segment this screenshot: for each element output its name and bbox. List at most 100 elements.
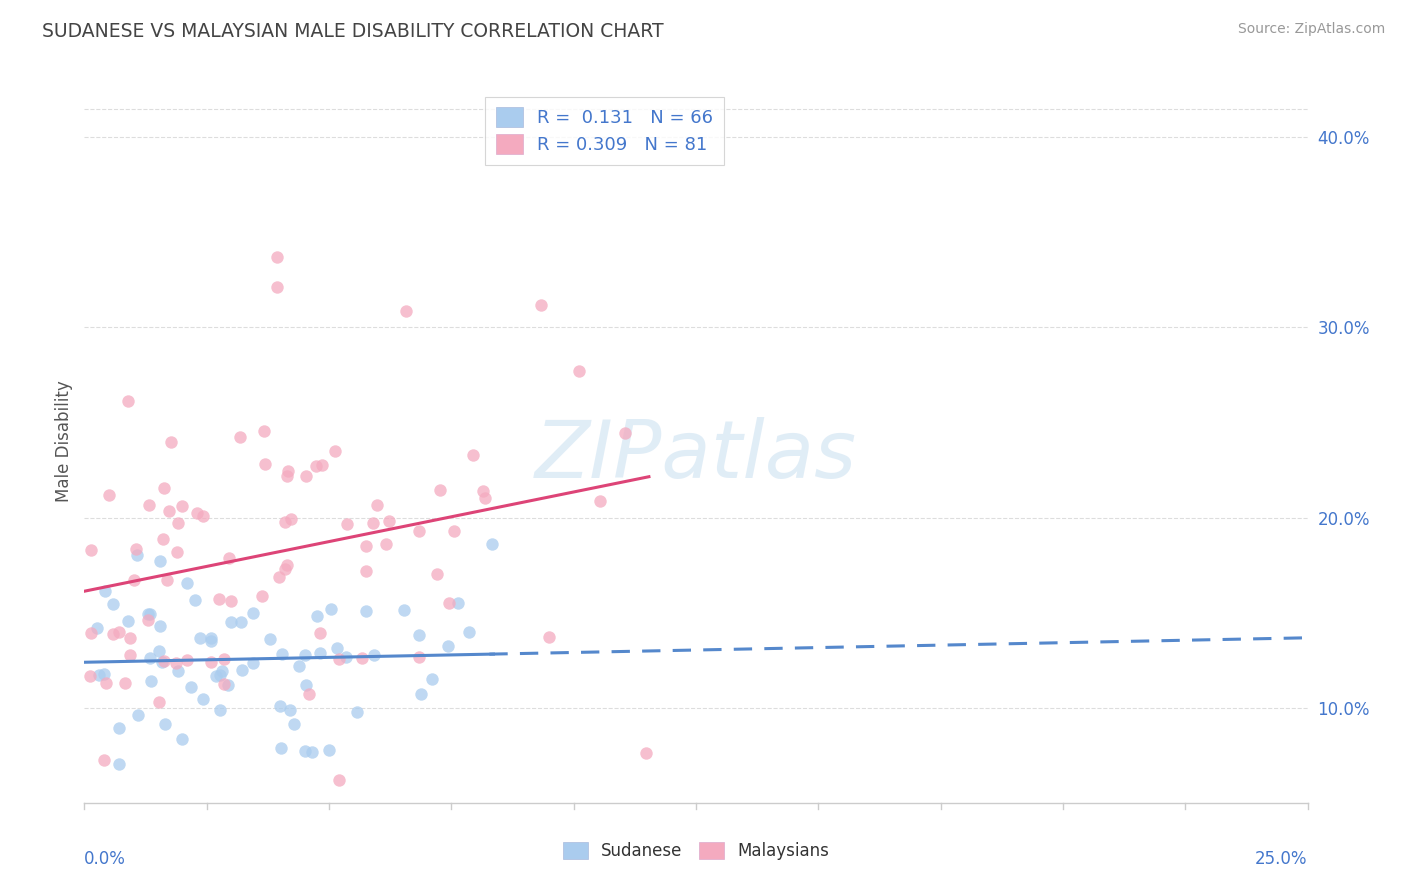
Point [426, 567, 449, 582]
Point [308, 626, 330, 640]
Point [149, 554, 172, 568]
Point [318, 742, 340, 756]
Point [294, 744, 316, 758]
Point [589, 494, 612, 508]
Point [270, 647, 292, 661]
Point [280, 512, 302, 526]
Point [138, 607, 160, 621]
Point [211, 664, 233, 678]
Point [277, 465, 299, 479]
Point [274, 562, 297, 576]
Point [148, 695, 170, 709]
Point [204, 669, 226, 683]
Point [93, 753, 115, 767]
Point [409, 687, 432, 701]
Point [437, 597, 460, 611]
Point [301, 745, 323, 759]
Point [458, 625, 481, 640]
Point [208, 668, 231, 682]
Point [160, 434, 183, 449]
Point [270, 740, 292, 755]
Point [96, 675, 118, 690]
Point [229, 615, 252, 629]
Point [152, 532, 174, 546]
Point [176, 575, 198, 590]
Point [155, 717, 177, 731]
Point [122, 573, 145, 587]
Point [108, 721, 131, 735]
Point [180, 680, 202, 694]
Point [274, 515, 297, 529]
Point [208, 703, 231, 717]
Text: SUDANESE VS MALAYSIAN MALE DISABILITY CORRELATION CHART: SUDANESE VS MALAYSIAN MALE DISABILITY CO… [42, 22, 664, 41]
Point [377, 514, 399, 528]
Point [568, 364, 591, 378]
Point [298, 687, 321, 701]
Point [323, 444, 346, 458]
Y-axis label: Male Disability: Male Disability [55, 381, 73, 502]
Point [254, 457, 277, 471]
Point [408, 650, 430, 665]
Point [278, 703, 301, 717]
Point [336, 517, 359, 532]
Point [153, 654, 176, 668]
Point [354, 539, 377, 553]
Point [136, 613, 159, 627]
Point [94, 583, 117, 598]
Point [97, 487, 120, 501]
Text: 25.0%: 25.0% [1256, 850, 1308, 868]
Point [156, 573, 179, 587]
Point [276, 469, 298, 483]
Point [200, 631, 222, 645]
Point [613, 425, 636, 440]
Point [87, 668, 110, 682]
Point [266, 280, 288, 294]
Point [252, 589, 274, 603]
Point [212, 651, 235, 665]
Point [117, 393, 139, 408]
Point [218, 551, 240, 566]
Point [354, 564, 377, 578]
Point [287, 659, 309, 673]
Point [188, 631, 211, 645]
Point [420, 672, 443, 686]
Point [127, 707, 149, 722]
Point [266, 250, 288, 264]
Point [305, 458, 328, 473]
Text: ZIPatlas: ZIPatlas [534, 417, 858, 495]
Point [93, 666, 115, 681]
Point [231, 663, 253, 677]
Point [108, 757, 131, 772]
Point [150, 655, 173, 669]
Point [200, 634, 222, 648]
Point [165, 656, 187, 670]
Point [269, 570, 291, 584]
Point [253, 424, 276, 438]
Text: Source: ZipAtlas.com: Source: ZipAtlas.com [1237, 22, 1385, 37]
Point [136, 607, 159, 622]
Point [186, 506, 208, 520]
Point [361, 516, 384, 530]
Point [229, 430, 252, 444]
Point [191, 509, 214, 524]
Point [242, 606, 264, 620]
Point [166, 516, 188, 530]
Point [193, 692, 215, 706]
Point [311, 458, 333, 472]
Point [152, 481, 174, 495]
Point [125, 542, 148, 557]
Point [471, 484, 494, 499]
Point [328, 772, 350, 787]
Point [447, 596, 470, 610]
Point [538, 630, 561, 644]
Point [309, 646, 332, 660]
Point [118, 648, 141, 662]
Point [212, 676, 235, 690]
Point [117, 614, 139, 628]
Point [79, 669, 101, 683]
Point [148, 644, 170, 658]
Point [166, 544, 188, 558]
Point [295, 469, 318, 483]
Point [530, 298, 553, 312]
Point [352, 651, 374, 665]
